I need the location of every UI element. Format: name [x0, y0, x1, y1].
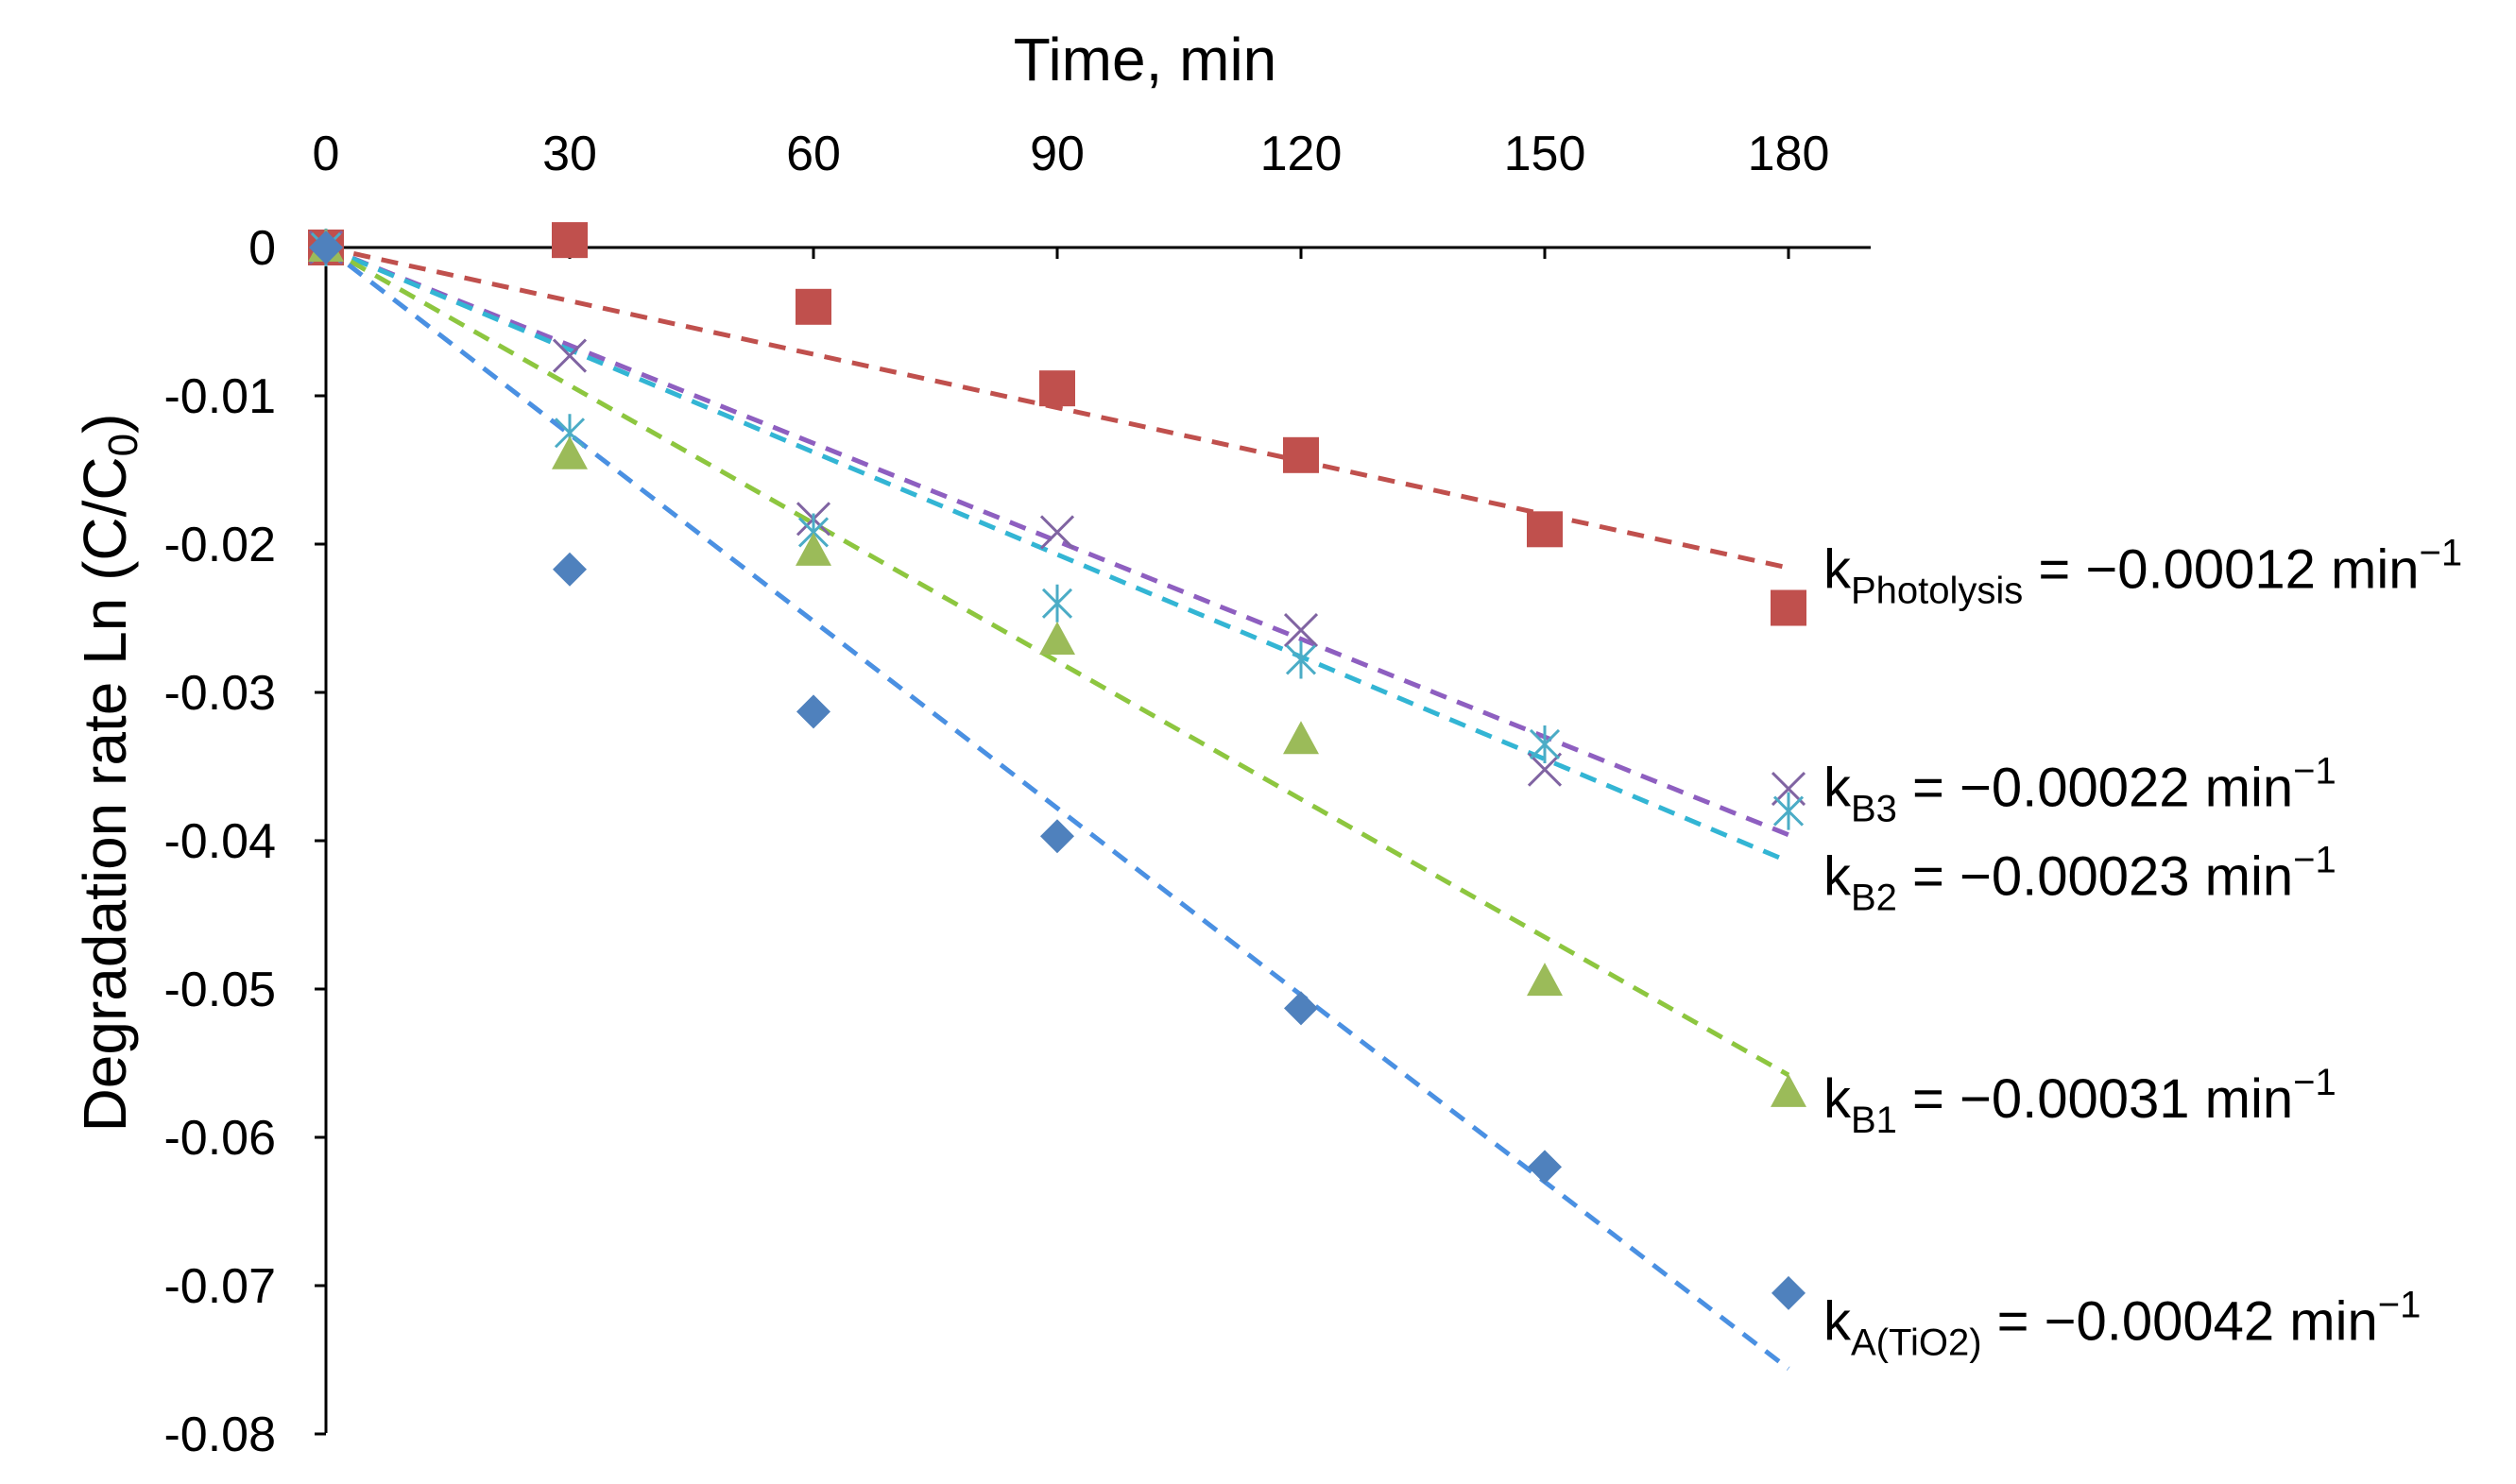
data-point-b1: [1527, 963, 1563, 997]
label-superscript: −1: [2293, 840, 2336, 881]
label-subscript: A(TiO2): [1851, 1322, 1982, 1364]
y-tick-label: -0.08: [163, 1407, 276, 1462]
label-subscript: Photolysis: [1851, 571, 2023, 612]
data-point-b3: [1039, 515, 1075, 550]
x-tick-label: 60: [786, 127, 841, 181]
data-point-photolysis: [1283, 436, 1319, 473]
data-point-photolysis: [1771, 589, 1806, 626]
data-point-photolysis: [552, 222, 588, 259]
data-markers: [308, 222, 1806, 1310]
series-label-b1: kB1 = −0.00031 min−1: [1823, 1062, 2336, 1141]
data-point-b2: [1772, 792, 1805, 830]
ticks: 0 30 60 90 120 150 180 0 -0.01 -0.02 -0.03 -0.04 -0.…: [163, 127, 1829, 1462]
y-tick-label: -0.01: [163, 369, 276, 424]
y-axis-title: Degradation rate Ln (C/C0): [71, 414, 146, 1133]
data-point-b3: [1283, 612, 1319, 648]
y-axis-title-main: Degradation rate Ln (C/C: [71, 456, 139, 1132]
x-tick-label: 180: [1748, 127, 1830, 181]
label-value: = −0.00022 min: [1897, 757, 2293, 818]
data-point-photolysis: [796, 288, 831, 325]
label-value: = −0.00031 min: [1897, 1068, 2293, 1130]
label-subscript: B1: [1851, 1100, 1897, 1141]
y-tick-label: -0.04: [163, 814, 276, 869]
label-superscript: −1: [2293, 1062, 2336, 1103]
y-tick-label: -0.07: [163, 1259, 276, 1314]
data-point-b1: [1283, 721, 1319, 755]
label-k: k: [1823, 1068, 1852, 1130]
trendline-b2: [325, 245, 1789, 864]
data-point-a-tio2-: [1284, 991, 1318, 1026]
trendline-photolysis: [325, 245, 1789, 571]
data-point-a-tio2-: [1528, 1150, 1562, 1185]
series-label-a-tio2-: kA(TiO2) = −0.00042 min−1: [1823, 1285, 2421, 1364]
y-tick-label: -0.02: [163, 518, 276, 572]
x-tick-label: 90: [1030, 127, 1085, 181]
x-tick-label: 30: [542, 127, 597, 181]
label-superscript: −1: [2293, 750, 2336, 792]
trendline-b1: [324, 245, 1790, 1078]
label-k: k: [1823, 1291, 1852, 1353]
y-tick-label: -0.03: [163, 666, 276, 721]
y-tick-label: 0: [248, 221, 276, 276]
data-point-b3: [1527, 752, 1563, 787]
label-k: k: [1823, 539, 1852, 601]
data-point-a-tio2-: [1771, 1275, 1806, 1310]
data-point-b1: [552, 435, 588, 469]
label-superscript: −1: [2378, 1285, 2422, 1326]
y-tick-label: -0.05: [163, 963, 276, 1017]
data-point-b3: [552, 338, 588, 373]
data-point-b1: [1039, 622, 1075, 656]
label-value: = −0.00012 min: [2023, 539, 2419, 601]
trendline-b3: [325, 245, 1789, 838]
label-superscript: −1: [2420, 533, 2463, 574]
x-tick-label: 150: [1504, 127, 1586, 181]
data-point-b2: [1041, 584, 1073, 623]
trendlines: [324, 245, 1790, 1371]
data-point-photolysis: [1039, 370, 1075, 407]
label-subscript: B3: [1851, 788, 1897, 829]
data-point-a-tio2-: [1040, 819, 1074, 854]
trendline-a-tio2-: [324, 246, 1790, 1371]
series-label-photolysis: kPhotolysis = −0.00012 min−1: [1823, 533, 2462, 612]
label-k: k: [1823, 757, 1852, 818]
data-point-b2: [1529, 725, 1561, 763]
data-point-a-tio2-: [796, 694, 830, 729]
data-point-b2: [1285, 640, 1317, 679]
x-tick-label: 0: [313, 127, 340, 181]
label-subscript: B2: [1851, 878, 1897, 919]
y-axis-title-close: ): [71, 414, 139, 434]
x-tick-label: 120: [1260, 127, 1343, 181]
label-value: = −0.00042 min: [1982, 1291, 2378, 1353]
label-k: k: [1823, 846, 1852, 908]
data-point-b1: [1771, 1073, 1806, 1107]
x-axis-title: Time, min: [1014, 26, 1277, 94]
y-tick-label: -0.06: [163, 1111, 276, 1166]
data-point-b1: [796, 532, 831, 566]
series-label-b3: kB3 = −0.00022 min−1: [1823, 750, 2336, 829]
data-point-photolysis: [1527, 511, 1563, 548]
data-point-a-tio2-: [553, 552, 587, 587]
series-label-b2: kB2 = −0.00023 min−1: [1823, 840, 2336, 919]
label-value: = −0.00023 min: [1897, 846, 2293, 908]
y-axis-title-sub: 0: [100, 434, 146, 456]
data-point-a-tio2-: [309, 230, 343, 264]
